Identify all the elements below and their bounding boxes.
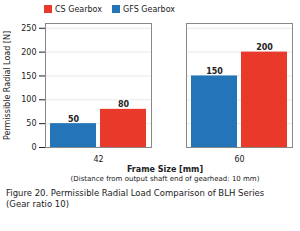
svg-text:200: 200 bbox=[21, 48, 36, 57]
svg-text:250: 250 bbox=[21, 24, 36, 33]
svg-text:42: 42 bbox=[93, 155, 103, 164]
svg-text:200: 200 bbox=[256, 43, 273, 52]
svg-text:150: 150 bbox=[21, 72, 36, 81]
html-text:CS Gearbox: CS Gearbox bbox=[55, 4, 102, 14]
svg-text:150: 150 bbox=[206, 67, 223, 76]
html-text:Figure 20. Permissible Radial: Figure 20. Permissible Radial Load Compa… bbox=[6, 188, 265, 198]
svg-text:50: 50 bbox=[68, 115, 80, 124]
svg-text:80: 80 bbox=[118, 100, 130, 109]
svg-text:60: 60 bbox=[234, 155, 244, 164]
svg-text:0: 0 bbox=[31, 143, 36, 152]
svg-text:100: 100 bbox=[21, 95, 36, 104]
svg-text:50: 50 bbox=[26, 119, 36, 128]
html-text:(Gear ratio 10): (Gear ratio 10) bbox=[6, 199, 69, 209]
svg-text:Permissible Radial Load [N]: Permissible Radial Load [N] bbox=[3, 31, 12, 140]
html-text:GFS Gearbox: GFS Gearbox bbox=[123, 4, 175, 14]
html-text:(Distance from output shaft en: (Distance from output shaft end of gearh… bbox=[70, 175, 260, 183]
html-text:Frame Size [mm]: Frame Size [mm] bbox=[126, 165, 204, 174]
